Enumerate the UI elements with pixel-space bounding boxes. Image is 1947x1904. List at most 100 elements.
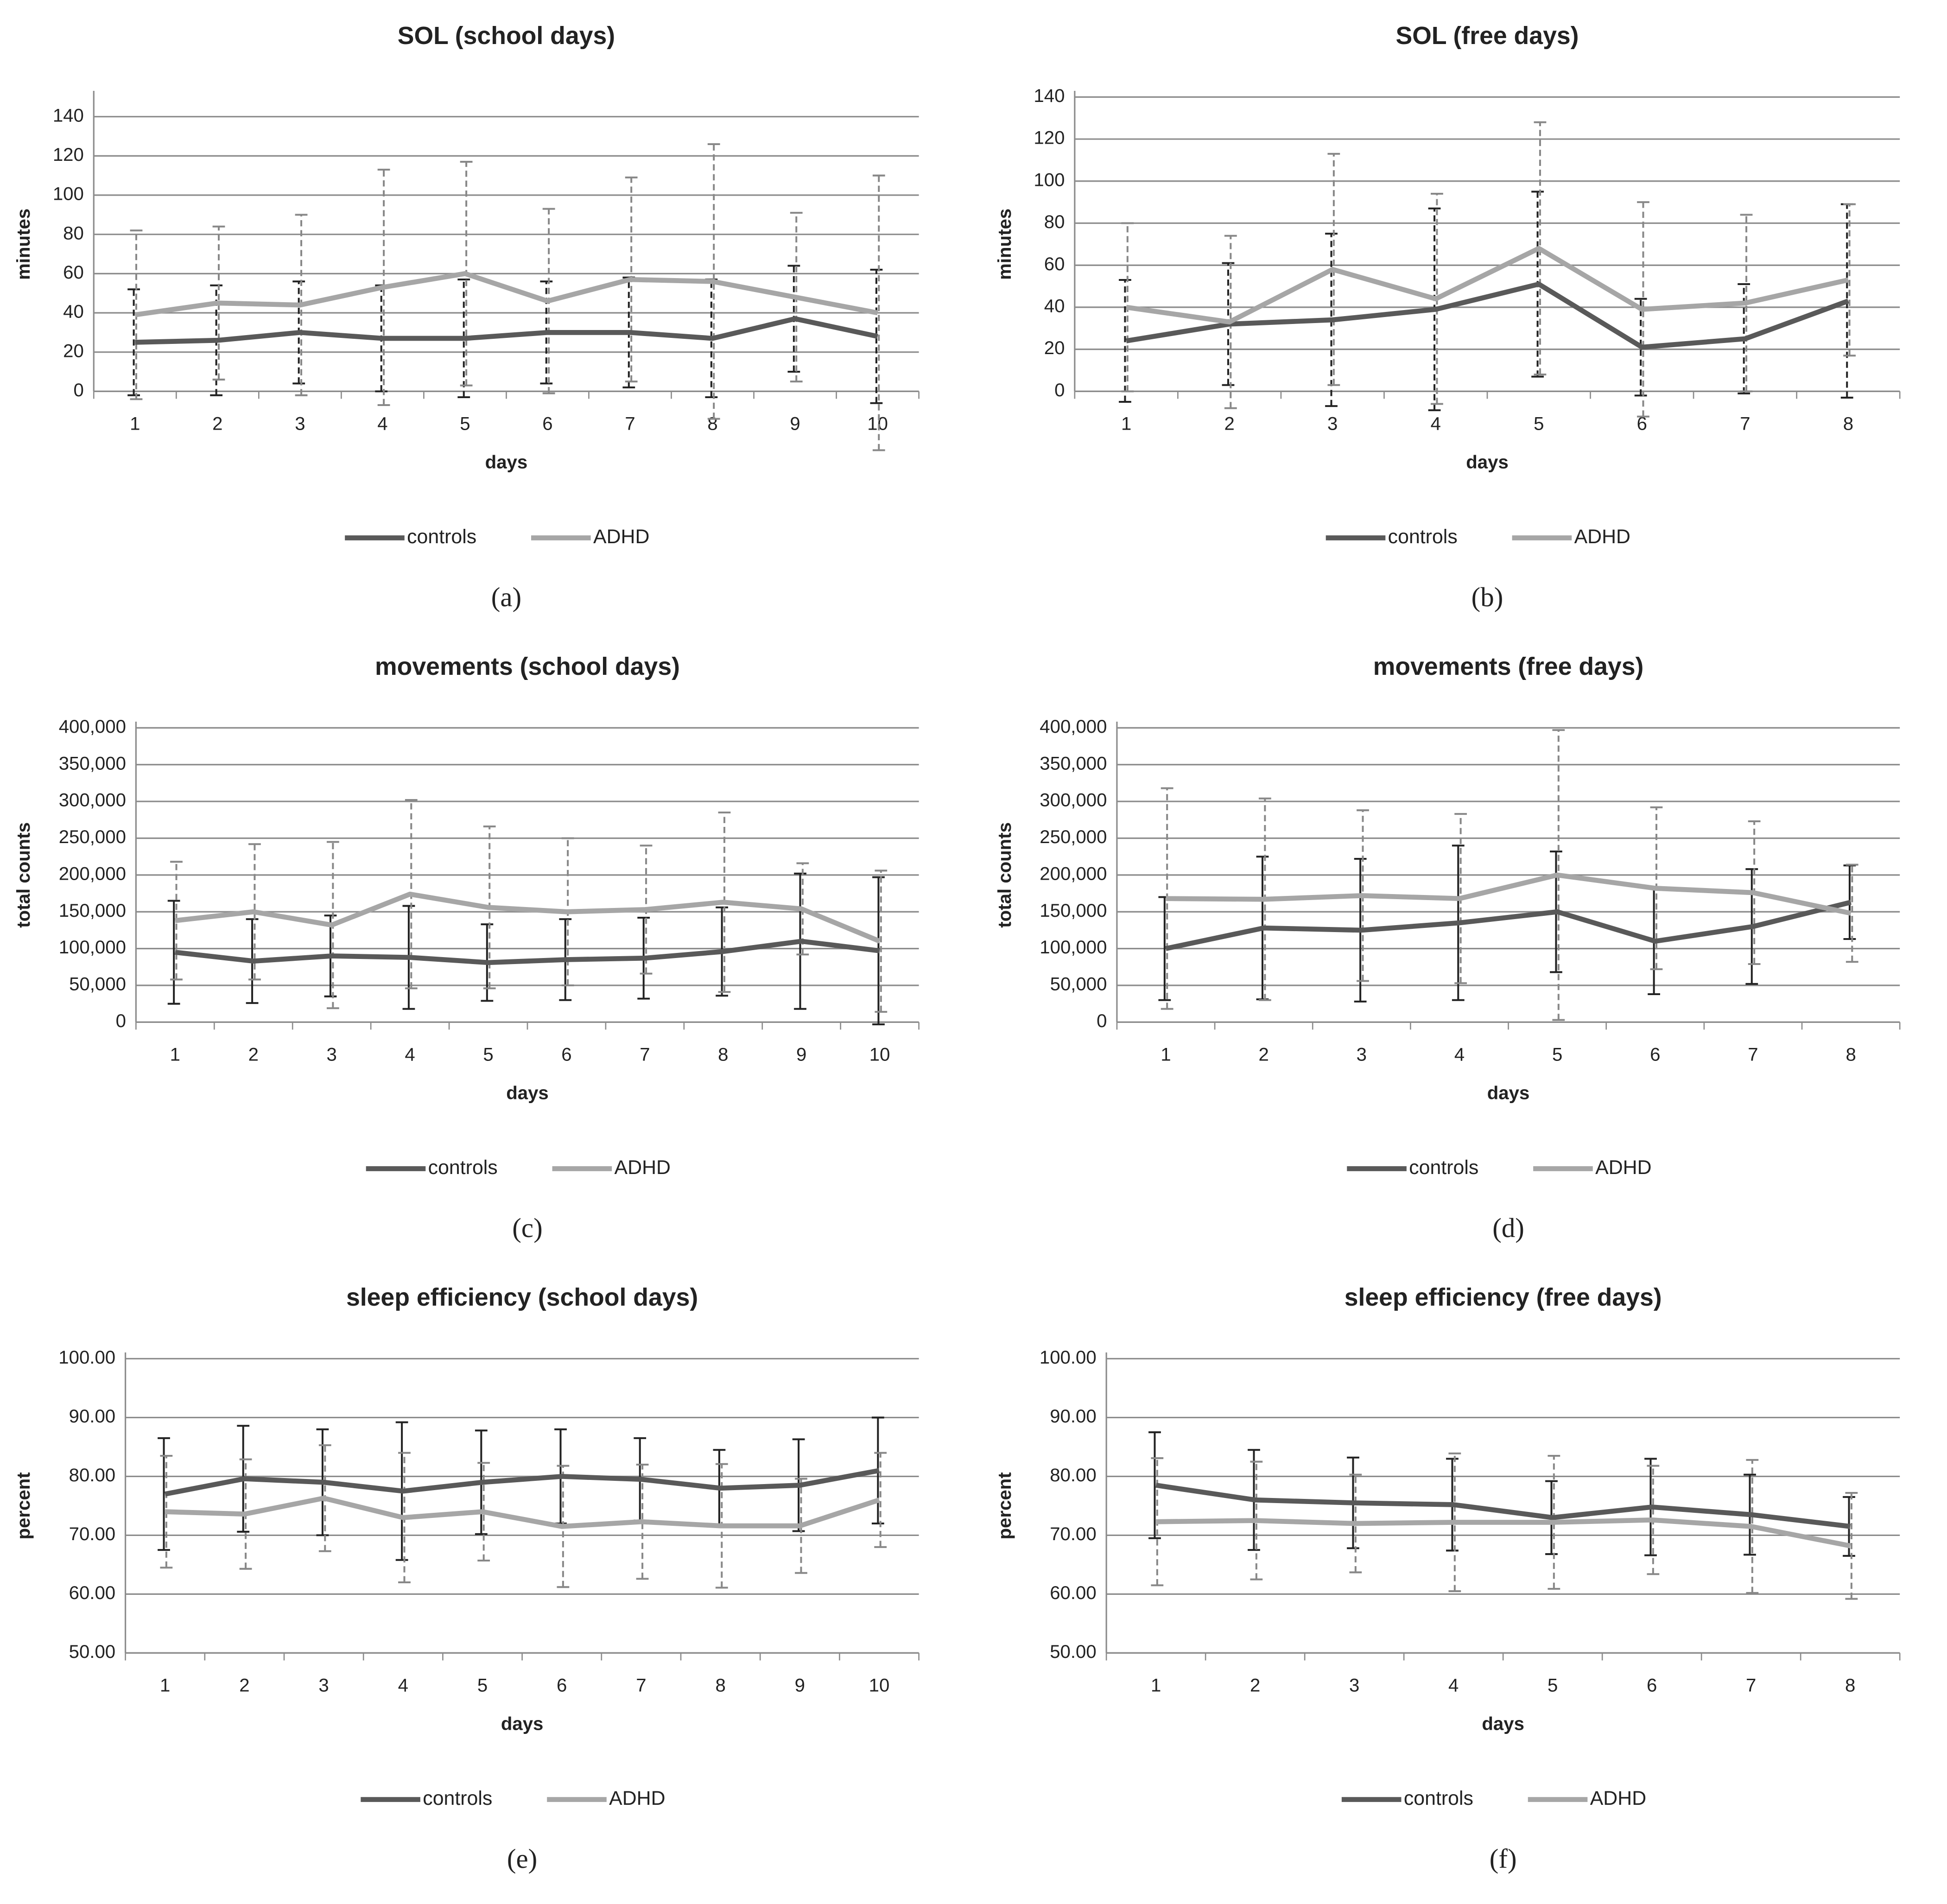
error-bar — [1325, 233, 1338, 407]
y-tick-label: 120 — [53, 144, 84, 165]
x-tick-label: 3 — [327, 1044, 337, 1065]
y-tick-label: 60 — [63, 262, 84, 283]
x-tick-label: 2 — [212, 413, 222, 434]
x-tick-label: 8 — [707, 413, 717, 434]
y-tick-label: 150,000 — [59, 900, 126, 921]
chart-title: SOL (school days) — [398, 22, 615, 50]
series-line — [1166, 872, 1852, 916]
y-tick-label: 50.00 — [1050, 1641, 1097, 1662]
y-tick-label: 40 — [1044, 296, 1065, 317]
x-tick-label: 3 — [295, 413, 305, 434]
x-tick-label: 6 — [561, 1044, 571, 1065]
x-tick-label: 5 — [1534, 413, 1544, 434]
x-tick-label: 5 — [1547, 1675, 1558, 1695]
series-line — [135, 316, 878, 345]
x-tick-label: 9 — [796, 1044, 806, 1065]
panel-label: (d) — [1492, 1212, 1524, 1243]
x-tick-label: 9 — [795, 1675, 805, 1695]
chart-title: movements (school days) — [375, 653, 680, 680]
y-tick-label: 0 — [1054, 380, 1065, 400]
error-bar — [1349, 1473, 1362, 1574]
legend-label: controls — [423, 1787, 492, 1809]
panel-label: (a) — [491, 582, 521, 612]
x-axis-label: days — [506, 1082, 549, 1103]
x-axis-label: days — [501, 1713, 544, 1734]
y-tick-label: 400,000 — [1040, 716, 1107, 737]
y-tick-label: 250,000 — [1040, 826, 1107, 847]
y-tick-label: 40 — [63, 301, 84, 322]
chart-title: movements (free days) — [1373, 653, 1644, 680]
x-tick-label: 7 — [1746, 1675, 1756, 1695]
error-bar — [872, 174, 885, 451]
error-bar — [636, 1464, 649, 1580]
x-tick-label: 9 — [790, 413, 800, 434]
error-bar — [1448, 1452, 1461, 1593]
error-bar — [1250, 1460, 1263, 1580]
x-tick-label: 2 — [1224, 413, 1234, 434]
y-tick-label: 60 — [1044, 254, 1065, 274]
y-tick-label: 140 — [1034, 85, 1065, 106]
y-tick-label: 100,000 — [59, 937, 126, 958]
x-tick-label: 7 — [625, 413, 635, 434]
legend-label: ADHD — [1574, 526, 1630, 548]
y-tick-label: 150,000 — [1040, 900, 1107, 921]
x-tick-label: 4 — [398, 1675, 408, 1695]
y-tick-label: 300,000 — [1040, 790, 1107, 811]
x-tick-label: 7 — [640, 1044, 650, 1065]
y-axis-label: percent — [13, 1472, 34, 1539]
y-tick-label: 80.00 — [69, 1465, 116, 1485]
x-tick-label: 1 — [170, 1044, 180, 1065]
error-bar — [1740, 214, 1753, 393]
y-tick-label: 90.00 — [1050, 1406, 1097, 1427]
series-line — [165, 1496, 880, 1529]
legend-label: controls — [428, 1156, 498, 1179]
x-tick-label: 5 — [483, 1044, 493, 1065]
error-bar — [870, 268, 883, 404]
x-tick-label: 6 — [1650, 1044, 1660, 1065]
x-tick-label: 8 — [715, 1675, 725, 1695]
legend-label: ADHD — [609, 1787, 665, 1809]
error-bar — [1534, 121, 1547, 376]
y-tick-label: 100.00 — [58, 1347, 115, 1368]
y-tick-label: 100 — [1034, 169, 1065, 190]
y-tick-label: 250,000 — [59, 826, 126, 847]
legend-label: ADHD — [615, 1156, 671, 1179]
panel-label: (e) — [507, 1843, 537, 1874]
y-tick-label: 80.00 — [1050, 1465, 1097, 1485]
error-bar — [1846, 863, 1858, 963]
y-tick-label: 60.00 — [69, 1582, 116, 1603]
series-line — [165, 1468, 880, 1497]
error-bar — [707, 143, 720, 420]
x-tick-label: 4 — [1431, 413, 1441, 434]
series-line — [1126, 246, 1849, 325]
y-tick-label: 400,000 — [59, 716, 126, 737]
panel-label: (c) — [512, 1212, 542, 1243]
x-axis-label: days — [1487, 1082, 1530, 1103]
x-tick-label: 3 — [318, 1675, 329, 1695]
y-tick-label: 0 — [116, 1010, 126, 1031]
error-bar — [1637, 201, 1649, 418]
series-line — [175, 891, 881, 944]
y-tick-label: 120 — [1034, 127, 1065, 148]
x-tick-label: 4 — [1448, 1675, 1459, 1695]
x-tick-label: 2 — [1259, 1044, 1269, 1065]
x-tick-label: 3 — [1327, 413, 1338, 434]
error-bar — [127, 288, 140, 396]
y-tick-label: 0 — [1097, 1010, 1107, 1031]
y-tick-label: 200,000 — [1040, 863, 1107, 884]
chart-title: sleep efficiency (free days) — [1345, 1283, 1662, 1311]
chart-title: sleep efficiency (school days) — [346, 1283, 698, 1311]
x-tick-label: 2 — [248, 1044, 259, 1065]
error-bar — [874, 1452, 887, 1548]
x-tick-label: 3 — [1357, 1044, 1367, 1065]
error-bar — [1148, 1431, 1161, 1539]
x-tick-label: 4 — [405, 1044, 415, 1065]
series-line — [175, 939, 880, 965]
series-line — [134, 271, 878, 317]
legend-label: controls — [1409, 1156, 1478, 1179]
x-tick-label: 6 — [557, 1675, 567, 1695]
series-line — [1165, 900, 1852, 951]
error-bar — [160, 1454, 173, 1569]
